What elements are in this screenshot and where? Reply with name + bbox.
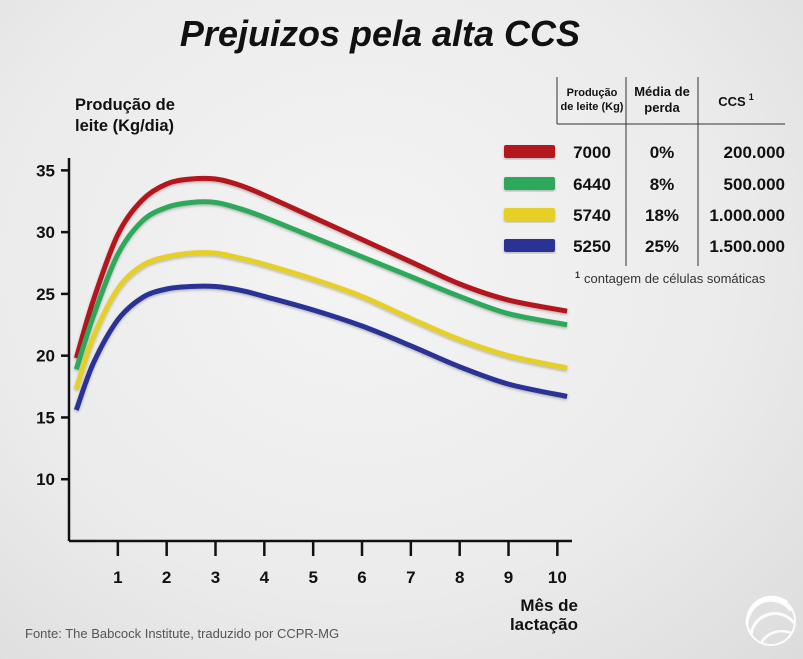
header-ccs-footnote-mark: 1 — [749, 92, 754, 102]
legend-swatch — [504, 208, 555, 221]
footnote-mark: 1 — [575, 270, 580, 280]
header-producao-line2: de leite (Kg) — [561, 101, 624, 113]
series-lines — [73, 175, 568, 411]
x-tick-label: 10 — [548, 568, 567, 587]
x-tick-label: 8 — [455, 568, 464, 587]
legend-perda: 0% — [650, 143, 675, 162]
y-axis-label-line2: leite (Kg/dia) — [75, 117, 174, 135]
chart-title: Prejuizos pela alta CCS — [180, 13, 580, 54]
y-tick-label: 30 — [36, 223, 55, 242]
series-line-6440 — [73, 199, 568, 371]
legend-swatch — [504, 239, 555, 252]
x-axis-label-line1: Mês de — [520, 596, 578, 615]
x-tick-label: 1 — [113, 568, 122, 587]
x-tick-label: 5 — [308, 568, 317, 587]
x-tick-label: 6 — [357, 568, 366, 587]
footnote-text: contagem de células somáticas — [584, 271, 766, 286]
legend-table: Produção de leite (Kg) Média de perda CC… — [504, 77, 785, 286]
legend-ccs: 1.500.000 — [709, 237, 785, 256]
y-tick-label: 25 — [36, 285, 55, 304]
header-ccs: CCS 1 — [718, 92, 753, 109]
source-note: Fonte: The Babcock Institute, traduzido … — [25, 626, 339, 641]
x-axis-label-line2: lactação — [510, 615, 578, 634]
x-tick-label: 4 — [260, 568, 270, 587]
legend-perda: 18% — [645, 206, 679, 225]
legend-swatch — [504, 145, 555, 158]
y-axis-label-line1: Produção de — [75, 96, 175, 114]
header-perda-line2: perda — [644, 100, 680, 115]
legend-producao: 5250 — [573, 237, 611, 256]
legend-rows: 7000 0% 200.000 6440 8% 500.000 5740 18% 1.000.0… — [504, 143, 785, 256]
x-tick-label: 2 — [162, 568, 171, 587]
y-ticks: 10 15 20 25 30 35 — [36, 161, 69, 489]
y-tick-label: 20 — [36, 347, 55, 366]
x-tick-label: 9 — [504, 568, 513, 587]
legend-producao: 5740 — [573, 206, 611, 225]
x-tick-label: 7 — [406, 568, 415, 587]
legend-perda: 8% — [650, 175, 675, 194]
header-producao-line1: Produção — [567, 87, 618, 99]
header-perda-line1: Média de — [634, 84, 690, 99]
legend-producao: 7000 — [573, 143, 611, 162]
legend-ccs: 500.000 — [724, 175, 785, 194]
y-tick-label: 15 — [36, 408, 55, 427]
table-footnote: 1 contagem de células somáticas — [575, 270, 766, 286]
x-ticks: 1 2 3 4 5 6 7 8 9 10 — [113, 541, 567, 587]
legend-swatch — [504, 177, 555, 190]
series-line-5740 — [73, 250, 568, 390]
legend-perda: 25% — [645, 237, 679, 256]
globe-logo-icon — [745, 595, 796, 646]
x-tick-label: 3 — [211, 568, 220, 587]
series-line-5250 — [73, 283, 568, 411]
series-line-7000 — [73, 175, 568, 359]
legend-ccs: 1.000.000 — [709, 206, 785, 225]
legend-producao: 6440 — [573, 175, 611, 194]
header-ccs-label: CCS — [718, 94, 746, 109]
y-tick-label: 35 — [36, 161, 55, 180]
legend-ccs: 200.000 — [724, 143, 785, 162]
y-tick-label: 10 — [36, 470, 55, 489]
